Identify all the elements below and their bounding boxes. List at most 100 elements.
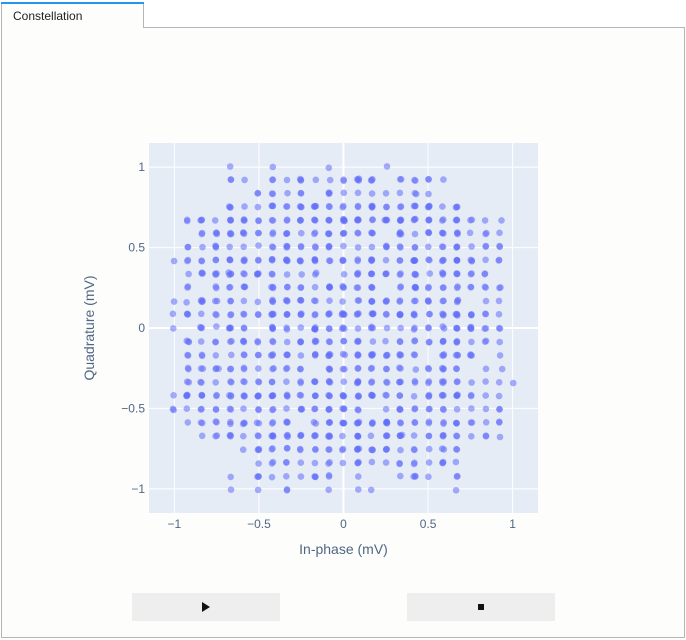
data-point: [411, 189, 419, 197]
data-point: [468, 338, 475, 346]
data-point: [269, 433, 277, 440]
data-point: [340, 242, 347, 250]
data-point: [185, 270, 192, 278]
data-point: [297, 338, 304, 346]
data-point: [312, 420, 320, 427]
data-point: [240, 217, 248, 224]
data-point: [340, 378, 348, 386]
data-point: [410, 460, 418, 468]
data-point: [496, 229, 503, 237]
data-point: [397, 203, 405, 210]
data-point: [382, 217, 390, 224]
data-point: [268, 446, 276, 453]
data-point: [482, 405, 490, 413]
data-point: [410, 311, 418, 319]
data-point: [397, 419, 404, 426]
data-point: [495, 257, 503, 264]
data-point: [340, 420, 347, 427]
data-point: [339, 284, 347, 291]
data-point: [199, 419, 206, 427]
data-point: [183, 378, 191, 386]
data-point: [325, 230, 333, 237]
data-point: [212, 283, 220, 290]
data-point: [482, 365, 490, 373]
data-point: [325, 406, 333, 413]
data-point: [254, 189, 262, 197]
data-point: [241, 393, 248, 400]
data-point: [368, 351, 376, 359]
data-point: [453, 406, 461, 413]
data-point: [439, 297, 447, 305]
data-point: [284, 189, 291, 197]
play-button[interactable]: [132, 593, 280, 621]
data-point: [452, 419, 460, 427]
data-point: [339, 204, 347, 211]
data-point: [212, 256, 220, 264]
data-point: [383, 203, 390, 211]
data-point: [481, 283, 489, 291]
data-point: [269, 298, 277, 306]
tab-constellation[interactable]: Constellation: [1, 2, 144, 28]
data-point: [340, 271, 348, 278]
data-point: [453, 445, 460, 453]
data-point: [283, 432, 291, 440]
data-point: [240, 324, 248, 332]
data-point: [312, 351, 319, 358]
data-point: [396, 243, 404, 250]
data-point: [369, 229, 376, 237]
data-point: [213, 311, 220, 319]
data-point: [199, 270, 206, 277]
data-point: [439, 366, 447, 373]
data-point: [425, 393, 433, 400]
data-point: [311, 283, 319, 291]
data-point: [240, 243, 247, 251]
data-point: [227, 338, 234, 346]
data-point: [496, 338, 504, 346]
data-point: [425, 405, 433, 413]
data-point: [227, 420, 234, 428]
data-point: [440, 406, 447, 414]
data-point: [184, 311, 192, 318]
data-point: [396, 392, 404, 399]
data-point: [439, 432, 447, 439]
data-point: [481, 338, 489, 346]
data-point: [297, 311, 305, 318]
data-point: [439, 310, 446, 318]
data-point: [382, 405, 390, 413]
stop-button[interactable]: [407, 593, 555, 621]
data-point: [240, 283, 248, 291]
data-point: [467, 216, 474, 224]
data-point: [397, 446, 404, 454]
data-point: [454, 378, 461, 385]
data-point: [227, 393, 235, 400]
data-point: [482, 297, 490, 305]
data-point: [240, 419, 248, 427]
data-point: [354, 310, 361, 318]
data-point: [412, 366, 420, 373]
data-point: [425, 176, 432, 183]
data-point: [241, 378, 248, 386]
data-point: [452, 487, 460, 494]
data-point: [468, 258, 476, 265]
data-point: [254, 365, 262, 372]
data-point: [410, 216, 418, 224]
data-point: [382, 270, 390, 278]
scatter-points: [169, 163, 517, 494]
data-point: [354, 446, 361, 453]
x-tick-label: 0: [340, 517, 347, 531]
data-point: [396, 352, 404, 359]
data-point: [439, 217, 446, 224]
y-tick-label: −1: [131, 482, 145, 496]
data-point: [325, 242, 333, 250]
data-point: [213, 297, 221, 305]
data-point: [452, 310, 460, 318]
data-point: [425, 378, 433, 385]
data-point: [498, 217, 505, 224]
data-point: [268, 311, 275, 319]
data-point: [198, 379, 205, 386]
data-point: [325, 338, 333, 345]
y-tick-label: 0: [138, 321, 145, 335]
data-point: [468, 405, 475, 412]
data-point: [227, 311, 235, 318]
